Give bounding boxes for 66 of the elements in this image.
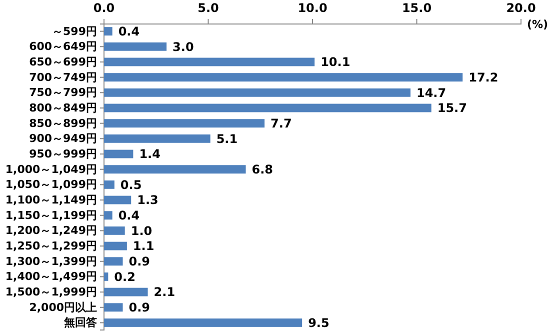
bar — [104, 242, 127, 250]
y-tick-label: 1,250～1,299円 — [5, 240, 97, 253]
bar — [104, 134, 210, 143]
x-tick-label: 10.0 — [298, 1, 328, 15]
y-tick-label: 900～949円 — [29, 132, 97, 146]
bar — [104, 226, 125, 235]
data-label: 9.5 — [308, 316, 330, 330]
bar — [104, 73, 463, 82]
bar — [104, 150, 134, 158]
bar — [104, 257, 123, 266]
bar — [104, 88, 410, 97]
bar — [104, 165, 246, 174]
y-tick-label: 800～849円 — [29, 101, 97, 114]
bar — [104, 318, 302, 327]
x-tick-label: 15.0 — [402, 1, 432, 15]
data-label: 1.4 — [139, 147, 160, 162]
data-label: 14.7 — [416, 86, 446, 100]
data-label: 2.1 — [154, 285, 176, 300]
data-label: 0.9 — [128, 300, 150, 315]
data-label: 17.2 — [468, 70, 498, 84]
data-label: 0.9 — [128, 254, 150, 269]
bar — [104, 119, 265, 128]
data-label: 0.2 — [114, 270, 136, 284]
data-label: 7.7 — [270, 116, 292, 131]
x-axis-title: (%) — [527, 18, 548, 31]
y-tick-label: 無回答 — [63, 316, 98, 330]
y-tick-label: 1,000～1,049円 — [5, 162, 97, 176]
bar — [104, 272, 108, 281]
bar — [104, 180, 114, 189]
bar — [104, 211, 112, 220]
x-tick-label: 5.0 — [198, 1, 219, 15]
y-tick-label: 1,050～1,099円 — [5, 178, 97, 192]
data-label: 1.1 — [132, 239, 154, 254]
bar — [104, 196, 132, 204]
bar — [104, 303, 123, 312]
y-tick-label: 850～899円 — [29, 116, 97, 130]
data-label: 0.4 — [118, 208, 140, 223]
data-label: 5.1 — [216, 132, 238, 146]
data-label: 1.0 — [130, 224, 152, 238]
data-label: 0.4 — [118, 24, 140, 38]
y-tick-label: 1,400～1,499円 — [5, 270, 97, 284]
x-tick-label: 20.0 — [506, 1, 536, 15]
bar — [104, 27, 112, 36]
y-tick-label: 650～699円 — [29, 55, 97, 68]
data-label: 10.1 — [320, 55, 350, 70]
data-label: 1.3 — [137, 193, 158, 208]
y-tick-label: 750～799円 — [29, 86, 97, 100]
y-tick-label: 700～749円 — [29, 70, 97, 84]
bar — [104, 58, 315, 66]
bar — [104, 104, 432, 112]
bar — [104, 288, 148, 296]
data-label: 15.7 — [437, 101, 467, 116]
y-tick-label: 1,500～1,999円 — [5, 286, 97, 299]
y-tick-label: 950～999円 — [29, 148, 97, 161]
bar — [104, 42, 167, 51]
x-tick-label: 0.0 — [93, 1, 115, 15]
data-label: 0.5 — [120, 178, 142, 192]
y-tick-label: 1,150～1,199円 — [5, 208, 97, 222]
data-label: 6.8 — [252, 162, 274, 177]
y-tick-label: ～599円 — [52, 24, 97, 38]
y-tick-label: 2,000円以上 — [29, 300, 97, 314]
y-tick-label: 1,200～1,249円 — [5, 224, 97, 238]
y-tick-label: 600～649円 — [29, 40, 97, 54]
y-tick-label: 1,300～1,399円 — [5, 254, 97, 268]
data-label: 3.0 — [172, 40, 194, 54]
y-tick-label: 1,100～1,149円 — [5, 194, 97, 207]
